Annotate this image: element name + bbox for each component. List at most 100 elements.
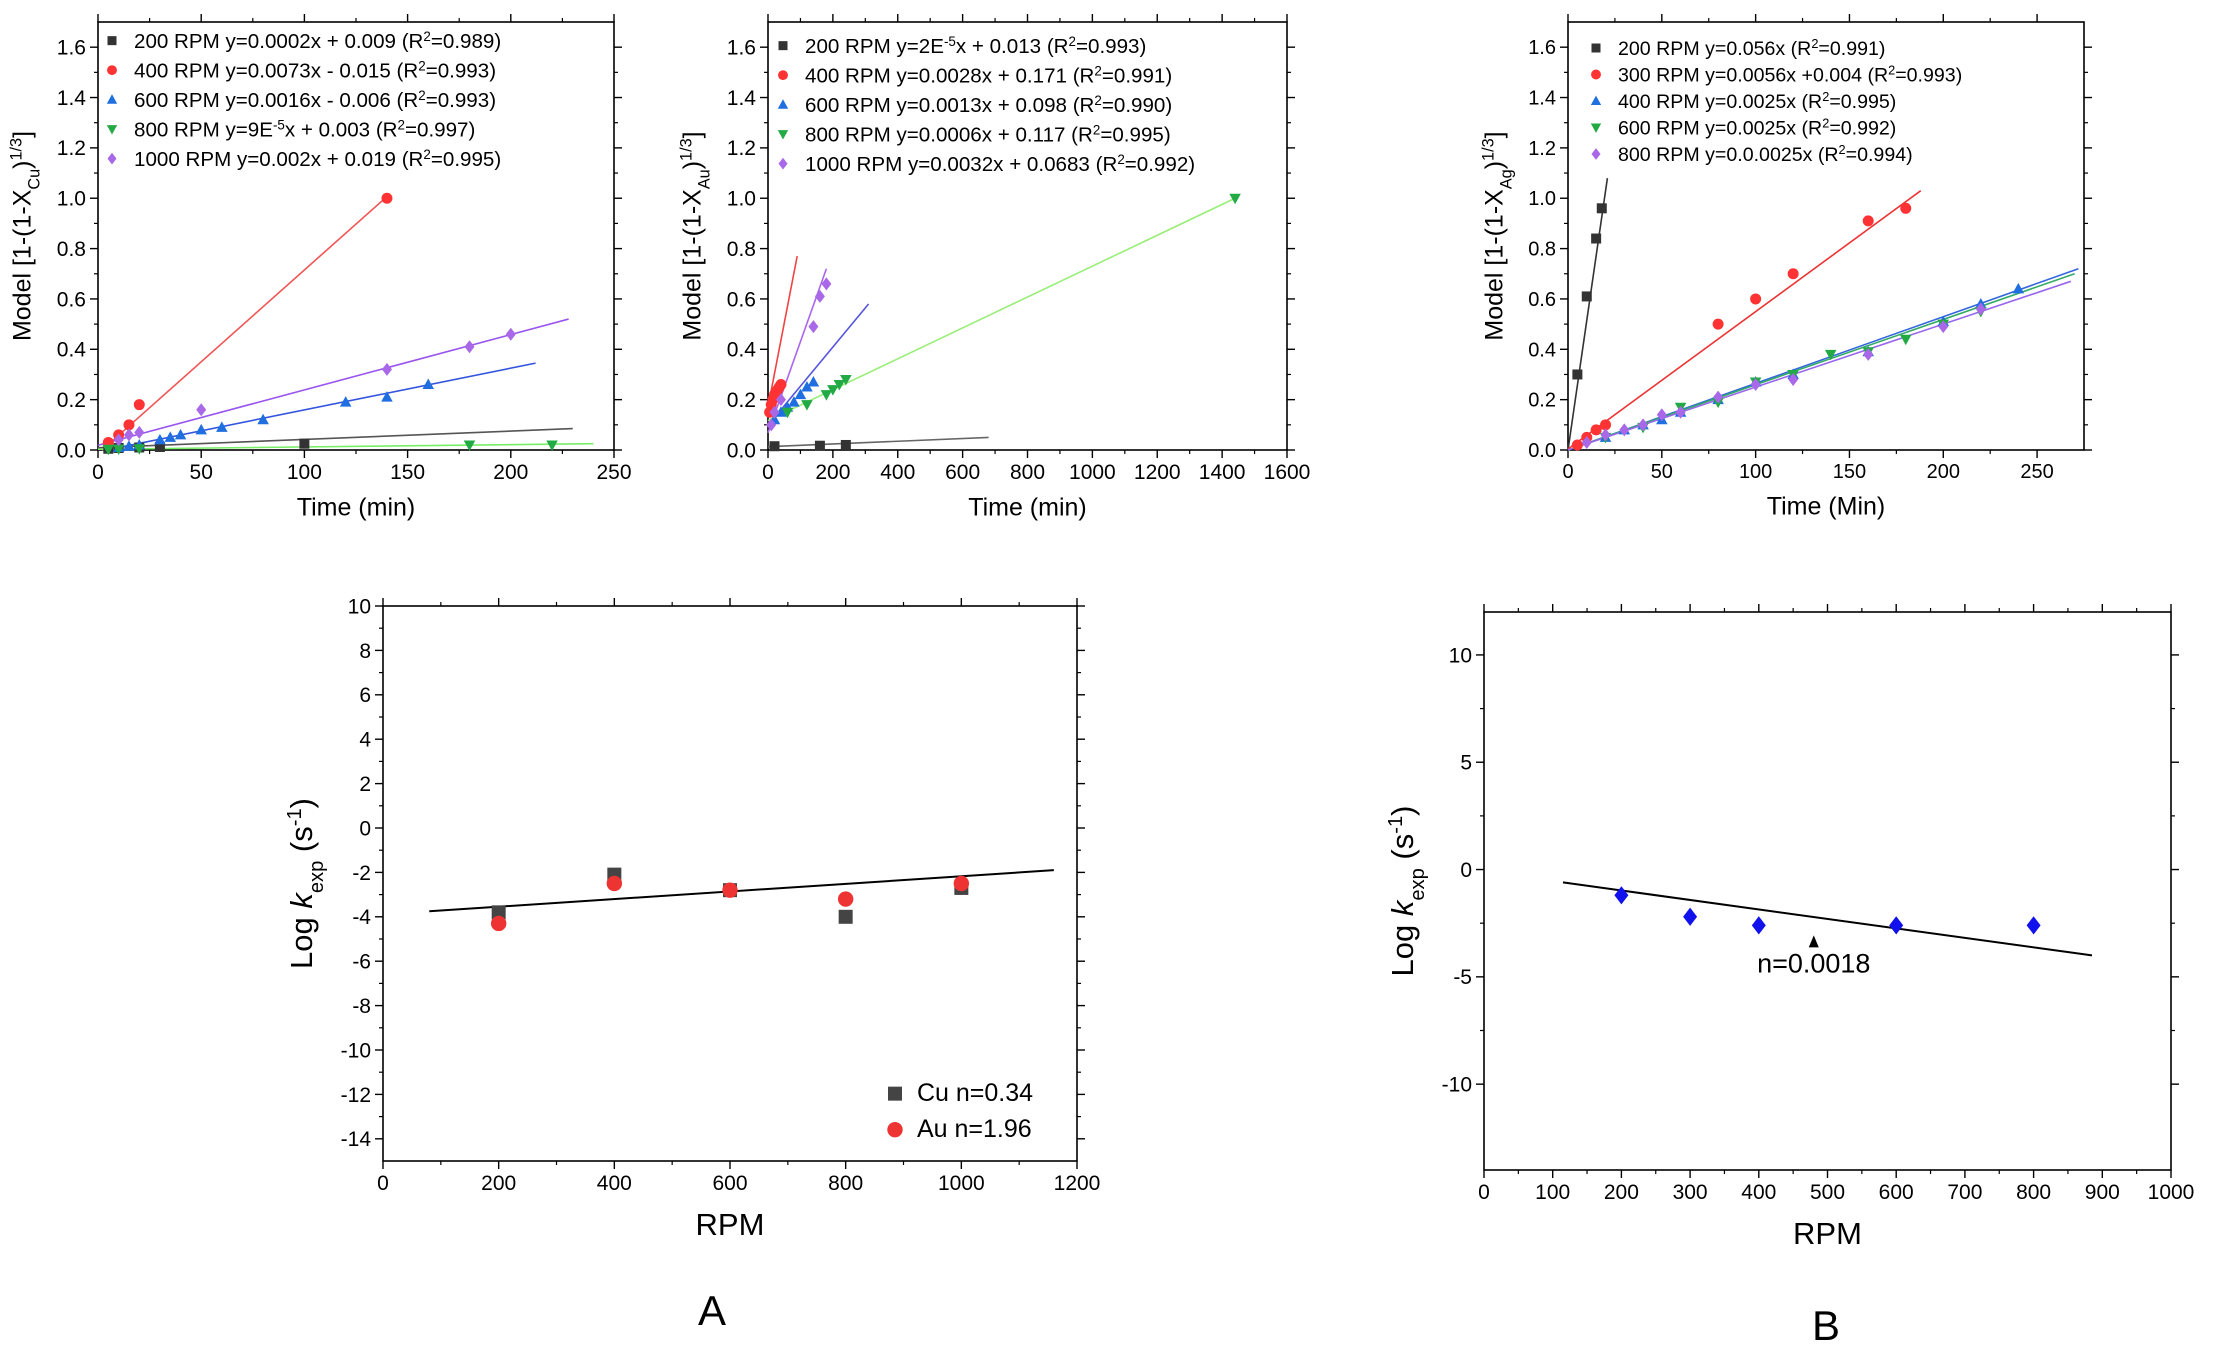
legend-entry-1: 300 RPM y=0.0056x +0.004 (R2=0.993): [1618, 62, 1962, 87]
data-point-s4-p3: [808, 320, 819, 334]
x-tick-label: 100: [287, 461, 322, 484]
y-tick-label: 0.0: [727, 439, 756, 462]
data-point-s1-p4: [953, 875, 970, 892]
data-point-s4-p1: [123, 428, 134, 442]
legend-marker-1: [778, 70, 788, 81]
chart-cu: 0 50 100 150 200 250 0.0 0.2 0.4 0.6 0.8 1.0 1.2 1.4 1…: [7, 14, 632, 521]
data-point-s1-p3: [133, 399, 145, 411]
data-point-s4-p7: [1750, 378, 1761, 392]
x-tick-label: 900: [2085, 1181, 2120, 1204]
fit-line-3: [97, 442, 594, 451]
y-tick-label: 0.6: [1528, 289, 1556, 311]
data-point-s0-p3: [838, 909, 853, 924]
y-axis-label: Log kexp (s-1): [1385, 805, 1429, 976]
data-point-s0-p1: [1581, 291, 1592, 302]
fit-line: [429, 869, 1054, 913]
legend-marker-0: [888, 1086, 902, 1101]
plot-frame: [1567, 21, 2085, 451]
legend-marker-1: [1591, 69, 1601, 80]
y-tick-label: -6: [352, 951, 371, 974]
y-axis-label: Model [1-(1-XCu)1/3]: [7, 131, 43, 341]
legend-marker-0: [1591, 43, 1601, 53]
legend-marker-0: [778, 41, 788, 51]
data-point-s3-p8: [1899, 334, 1912, 346]
data-point-s4-p11: [1975, 302, 1986, 316]
x-axis-label: RPM: [696, 1207, 765, 1242]
data-point-s3-p2: [133, 444, 146, 455]
data-point-s0-p2: [1751, 916, 1766, 935]
legend-entry-4: 1000 RPM y=0.0032x + 0.0683 (R2=0.992): [805, 152, 1195, 177]
x-axis-label: Time (Min): [1767, 492, 1886, 520]
data-point-s2-p5: [174, 428, 187, 440]
y-tick-label: 1.2: [57, 137, 86, 160]
fit-line-4: [97, 318, 569, 446]
x-tick-label: 600: [1879, 1181, 1914, 1204]
data-point-s2-p8: [257, 413, 269, 425]
x-tick-label: 200: [1927, 461, 1960, 483]
data-point-s2-p9: [339, 396, 352, 407]
data-point-s4-p10: [1938, 320, 1949, 334]
data-point-s4-p4: [814, 289, 825, 303]
annotation-label: n=0.0018: [1757, 949, 1870, 979]
data-point-s0-p3: [154, 441, 165, 452]
data-point-s0-p0: [1572, 369, 1583, 380]
legend-entry-3: 800 RPM y=9E-5x + 0.003 (R2=0.997): [134, 117, 475, 142]
y-tick-label: 1.0: [57, 188, 86, 211]
legend-marker-1: [107, 65, 117, 76]
y-axis-label: Model [1-(1-XAg)1/3]: [1479, 131, 1515, 340]
legend-marker-1: [887, 1121, 903, 1138]
x-tick-label: 500: [1810, 1181, 1845, 1204]
data-point-s2-p4: [164, 431, 176, 442]
legend-entry-1: 400 RPM y=0.0073x - 0.015 (R2=0.993): [134, 58, 496, 83]
data-point-s0-p1: [814, 440, 825, 451]
x-tick-label: 150: [1833, 461, 1866, 483]
legend-entry-1: Au n=1.96: [917, 1115, 1032, 1143]
data-point-s4-p1: [1600, 428, 1611, 442]
data-point-s2-p3: [154, 433, 166, 445]
data-point-s0-p3: [1889, 916, 1904, 935]
data-point-s4-p2: [775, 393, 786, 407]
x-tick-label: 1600: [1264, 461, 1311, 484]
y-tick-label: 0.8: [1528, 239, 1556, 261]
legend-entry-0: 200 RPM y=2E-5x + 0.013 (R2=0.993): [805, 34, 1146, 59]
y-tick-label: 2: [359, 773, 371, 796]
data-point-s2-p1: [775, 406, 787, 417]
data-point-s4-p6: [505, 327, 516, 341]
x-tick-label: 400: [880, 461, 915, 484]
x-tick-label: 150: [390, 461, 425, 484]
data-point-s1-p1: [606, 875, 623, 892]
x-tick-label: 200: [481, 1172, 516, 1195]
y-tick-label: 10: [348, 595, 371, 618]
legend-entry-2: 600 RPM y=0.0016x - 0.006 (R2=0.993): [134, 88, 496, 113]
x-tick-label: 100: [1739, 461, 1772, 483]
legend-marker-3: [1590, 123, 1602, 133]
data-point-s3-p6: [1229, 193, 1241, 205]
data-point-s2-p5: [801, 381, 813, 392]
legend-entry-2: 400 RPM y=0.0025x (R2=0.995): [1618, 89, 1896, 114]
data-point-s3-p5: [840, 375, 852, 386]
data-point-s3-p6: [1824, 349, 1837, 361]
data-point-s3-p1: [112, 444, 125, 455]
chart-logB: 0 100 200 300 400 500 600 700 800 900 1000 10 5 0 -5 -1…: [1385, 604, 2194, 1251]
data-point-s1-p0: [490, 915, 507, 932]
annotation-arrow-head: [1808, 935, 1819, 948]
y-tick-label: -14: [341, 1128, 372, 1151]
fit-line-1: [767, 255, 798, 408]
data-point-s4-p0: [113, 433, 124, 447]
y-tick-label: 0.2: [57, 389, 86, 412]
data-point-s4-p5: [1675, 405, 1686, 419]
data-point-s4-p5: [821, 277, 832, 291]
y-tick-label: 0.6: [57, 288, 86, 311]
data-point-s4-p9: [1863, 347, 1874, 361]
data-point-s2-p3: [788, 396, 800, 407]
data-point-s4-p4: [381, 362, 392, 376]
x-tick-label: 200: [815, 461, 850, 484]
y-tick-label: 10: [1449, 644, 1472, 667]
legend-entry-0: Cu n=0.34: [917, 1079, 1033, 1107]
data-point-s1-p6: [1787, 268, 1799, 280]
data-point-s1-p2: [123, 419, 135, 431]
x-tick-label: 0: [1478, 1181, 1490, 1204]
data-point-s2-p11: [422, 378, 434, 390]
y-tick-label: 0.2: [727, 389, 756, 412]
x-tick-label: 250: [596, 461, 631, 484]
